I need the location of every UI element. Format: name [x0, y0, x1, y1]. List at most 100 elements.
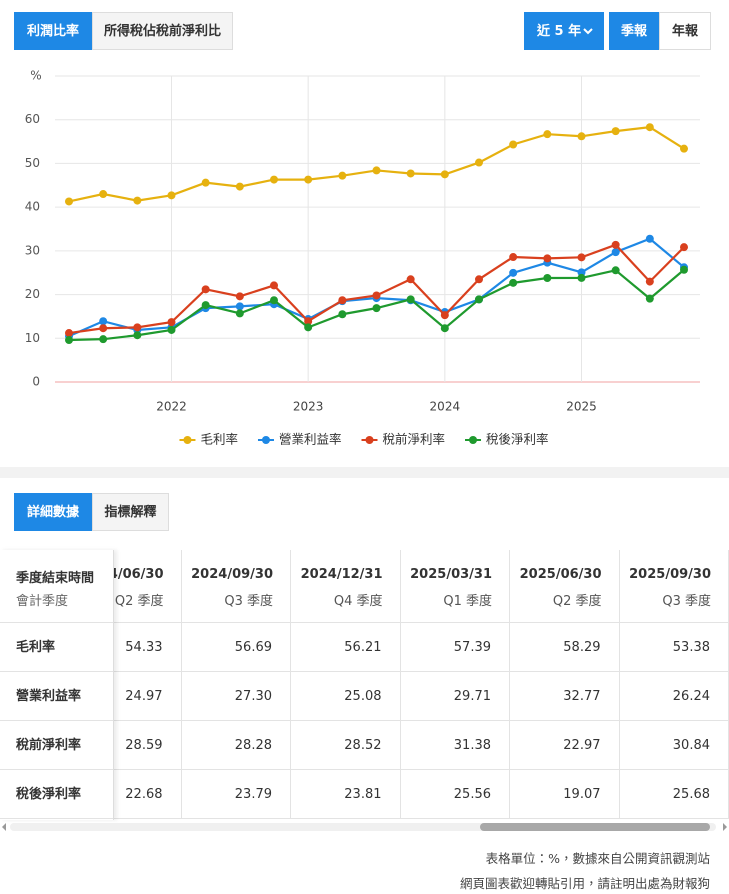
footer-note: 表格單位：%，數據來自公開資訊觀測站 — [485, 851, 710, 866]
table-cell: 31.38 — [400, 721, 510, 770]
data-point — [65, 336, 73, 345]
column-header: 2024/06/30 Q2 季度 — [114, 550, 182, 623]
table-cell: 25.08 — [291, 672, 401, 721]
legend-dot — [469, 436, 478, 444]
header-subtitle: 會計季度 — [16, 594, 69, 609]
data-point — [509, 278, 518, 287]
data-point — [577, 253, 586, 262]
legend-item[interactable]: 毛利率 — [179, 432, 238, 447]
table-cell: 30.84 — [619, 721, 729, 770]
legend-dot — [261, 436, 270, 444]
data-point — [304, 317, 313, 326]
table-cell: 27.30 — [181, 672, 291, 721]
legend-item[interactable]: 稅前淨利率 — [361, 432, 446, 447]
period-tab[interactable]: 季報 — [609, 12, 659, 50]
data-point — [99, 317, 108, 326]
data-point — [440, 311, 449, 320]
data-point — [99, 324, 108, 333]
column-date: 2024/09/30 — [191, 567, 273, 582]
data-point — [372, 304, 381, 313]
header-title: 季度結束時間 — [16, 571, 95, 586]
data-point — [680, 265, 688, 274]
data-point — [440, 170, 449, 179]
data-point — [645, 234, 654, 243]
table-cell: 23.81 — [291, 770, 401, 819]
column-header: 2025/06/30 Q2 季度 — [510, 550, 620, 623]
data-point — [372, 166, 381, 175]
data-point — [133, 196, 142, 205]
legend-item[interactable]: 營業利益率 — [257, 432, 342, 447]
data-point — [304, 175, 313, 184]
table-cell: 28.28 — [181, 721, 291, 770]
legend-label: 營業利益率 — [279, 432, 342, 447]
data-point — [509, 140, 518, 149]
table-cell: 56.21 — [291, 623, 401, 672]
data-point — [406, 295, 415, 304]
y-tick-label: 60 — [25, 112, 40, 126]
column-header: 2025/09/30 Q3 季度 — [619, 550, 729, 623]
data-point — [611, 248, 620, 257]
data-point — [577, 132, 586, 141]
y-tick-label: 50 — [25, 156, 40, 170]
data-point — [645, 123, 654, 132]
tab[interactable]: 詳細數據 — [14, 493, 92, 531]
column-quarter: Q2 季度 — [552, 594, 602, 609]
data-point — [543, 130, 552, 139]
x-tick-label: 2025 — [566, 400, 597, 414]
column-date: 2025/06/30 — [519, 567, 602, 582]
data-point — [99, 190, 108, 199]
column-header: 2024/09/30 Q3 季度 — [181, 550, 291, 623]
data-point — [270, 296, 278, 305]
table-cell: 56.69 — [181, 623, 291, 672]
range-dropdown[interactable]: 近 5 年 — [524, 12, 604, 50]
data-point — [406, 275, 415, 284]
data-point — [65, 329, 73, 338]
data-point — [680, 144, 688, 153]
data-point — [645, 294, 654, 303]
data-table: 季度結束時間會計季度毛利率營業利益率稅前淨利率稅後淨利率 2024/06/30 Q… — [0, 550, 729, 820]
data-point — [372, 291, 381, 300]
table-cell: 22.68 — [114, 770, 182, 819]
row-label: 稅後淨利率 — [0, 770, 113, 819]
data-point — [235, 292, 244, 301]
table-cell: 57.39 — [400, 623, 510, 672]
data-point — [270, 175, 278, 184]
series-line — [68, 126, 685, 203]
column-quarter: Q1 季度 — [443, 594, 492, 609]
tab[interactable]: 利潤比率 — [14, 12, 92, 50]
data-point — [645, 277, 654, 286]
period-tab[interactable]: 年報 — [659, 12, 711, 50]
data-point — [235, 309, 244, 318]
y-tick-label: 30 — [25, 243, 40, 257]
data-point — [509, 253, 518, 262]
data-point — [338, 296, 347, 305]
data-point — [338, 310, 347, 319]
data-point — [475, 295, 483, 304]
tab[interactable]: 指標解釋 — [92, 493, 169, 531]
data-point — [611, 127, 620, 136]
y-tick-label: 10 — [25, 331, 40, 345]
data-point — [543, 254, 552, 263]
table-cell: 29.71 — [400, 672, 510, 721]
legend-label: 稅前淨利率 — [383, 432, 446, 447]
legend-label: 毛利率 — [200, 432, 238, 447]
line-chart: % 0 10 20 30 40 50 60 2022 2023 2024 2025 毛利率 營業利益率 稅… — [25, 69, 700, 447]
legend-item[interactable]: 稅後淨利率 — [465, 432, 549, 447]
data-point — [167, 325, 176, 334]
row-label: 營業利益率 — [0, 672, 113, 721]
scrollbar[interactable] — [0, 820, 729, 834]
x-tick-label: 2022 — [156, 400, 187, 414]
table-cell: 23.79 — [181, 770, 291, 819]
row-label: 稅前淨利率 — [0, 721, 113, 770]
series-line — [68, 243, 685, 335]
column-date: 2024/06/30 — [114, 567, 164, 582]
table-cell: 22.97 — [510, 721, 620, 770]
table-cell: 24.97 — [114, 672, 182, 721]
x-tick-label: 2023 — [293, 400, 324, 414]
tab[interactable]: 所得稅佔稅前淨利比 — [92, 12, 233, 50]
y-tick-label: 20 — [25, 287, 40, 301]
data-point — [475, 158, 483, 167]
data-point — [680, 243, 688, 252]
